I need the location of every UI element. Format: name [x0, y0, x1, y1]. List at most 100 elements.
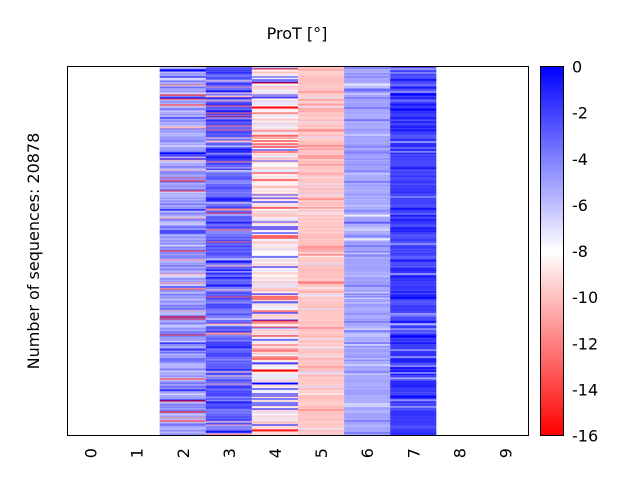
heatmap-cell — [159, 113, 206, 115]
heatmap-cell — [159, 245, 206, 247]
heatmap-cell — [390, 382, 437, 384]
heatmap-cell — [298, 376, 345, 378]
heatmap-cell — [344, 211, 391, 213]
heatmap-cell — [390, 316, 437, 318]
heatmap-cell — [298, 203, 345, 205]
heatmap-cell — [205, 317, 252, 319]
heatmap-cell — [298, 244, 345, 246]
heatmap-cell — [205, 374, 252, 376]
heatmap-cell — [205, 433, 252, 435]
heatmap-cell — [159, 263, 206, 265]
heatmap-cell — [251, 383, 298, 385]
heatmap-cell — [205, 140, 252, 142]
heatmap-cell — [344, 421, 391, 423]
heatmap-cell — [159, 388, 206, 390]
heatmap-cell — [344, 295, 391, 297]
heatmap-cell — [205, 429, 252, 431]
heatmap-cell — [298, 342, 345, 344]
heatmap-cell — [251, 390, 298, 392]
heatmap-cell — [159, 192, 206, 194]
heatmap-cell — [205, 130, 252, 132]
heatmap-cell — [298, 362, 345, 364]
heatmap-cell — [344, 310, 391, 312]
heatmap-cell — [298, 91, 345, 93]
heatmap-cell — [298, 320, 345, 322]
heatmap-cell — [298, 278, 345, 280]
heatmap-cell — [344, 161, 391, 163]
heatmap-cell — [251, 327, 298, 329]
heatmap-cell — [344, 85, 391, 87]
heatmap-cell — [251, 157, 298, 159]
heatmap-cell — [344, 373, 391, 375]
heatmap-cell — [205, 335, 252, 337]
heatmap-cell — [159, 98, 206, 100]
heatmap-cell — [390, 361, 437, 363]
heatmap-cell — [251, 99, 298, 101]
y-axis-label: Number of sequences: 20878 — [24, 133, 43, 370]
heatmap-cell — [390, 109, 437, 111]
heatmap-cell — [390, 193, 437, 195]
heatmap-cell — [251, 262, 298, 264]
heatmap-cell — [390, 282, 437, 284]
heatmap-cell — [251, 159, 298, 161]
heatmap-cell — [251, 403, 298, 405]
heatmap-cell — [344, 300, 391, 302]
heatmap-cell — [298, 191, 345, 193]
heatmap-cell — [205, 324, 252, 326]
heatmap-cell — [298, 179, 345, 181]
heatmap-cell — [390, 379, 437, 381]
heatmap-cell — [159, 334, 206, 336]
heatmap-cell — [298, 388, 345, 390]
heatmap-cell — [298, 225, 345, 227]
heatmap-cell — [390, 269, 437, 271]
heatmap-cell — [344, 312, 391, 314]
heatmap-cell — [251, 196, 298, 198]
heatmap-cell — [159, 424, 206, 426]
heatmap-cell — [159, 416, 206, 418]
heatmap-cell — [205, 391, 252, 393]
heatmap-cell — [159, 364, 206, 366]
heatmap-cell — [390, 305, 437, 307]
heatmap-cell — [298, 264, 345, 266]
heatmap-cell — [390, 403, 437, 405]
heatmap-cell — [298, 286, 345, 288]
heatmap-cell — [298, 186, 345, 188]
heatmap-cell — [344, 291, 391, 293]
heatmap-cell — [251, 205, 298, 207]
heatmap-cell — [344, 396, 391, 398]
heatmap-cell — [298, 71, 345, 73]
heatmap-cell — [159, 188, 206, 190]
heatmap-cell — [298, 143, 345, 145]
heatmap-cell — [344, 304, 391, 306]
heatmap-cell — [298, 335, 345, 337]
heatmap-cell — [159, 327, 206, 329]
heatmap-cell — [344, 113, 391, 115]
heatmap-cell — [344, 380, 391, 382]
heatmap-cell — [390, 410, 437, 412]
heatmap-cell — [390, 392, 437, 394]
heatmap-cell — [390, 299, 437, 301]
heatmap-cell — [344, 162, 391, 164]
heatmap-cell — [298, 270, 345, 272]
heatmap-cell — [390, 207, 437, 209]
heatmap-cell — [390, 253, 437, 255]
heatmap-cell — [390, 72, 437, 74]
heatmap-cell — [205, 135, 252, 137]
heatmap-cell — [298, 363, 345, 365]
heatmap-cell — [344, 385, 391, 387]
heatmap-cell — [251, 191, 298, 193]
heatmap-cell — [159, 183, 206, 185]
heatmap-cell — [205, 162, 252, 164]
heatmap-cell — [390, 324, 437, 326]
heatmap-cell — [251, 87, 298, 89]
heatmap-cell — [205, 90, 252, 92]
heatmap-cell — [344, 324, 391, 326]
heatmap-cell — [298, 374, 345, 376]
heatmap-cell — [344, 140, 391, 142]
heatmap-cell — [159, 226, 206, 228]
heatmap-cell — [344, 268, 391, 270]
heatmap-cell — [390, 373, 437, 375]
heatmap-cell — [159, 200, 206, 202]
heatmap-cell — [205, 123, 252, 125]
heatmap-cell — [159, 342, 206, 344]
